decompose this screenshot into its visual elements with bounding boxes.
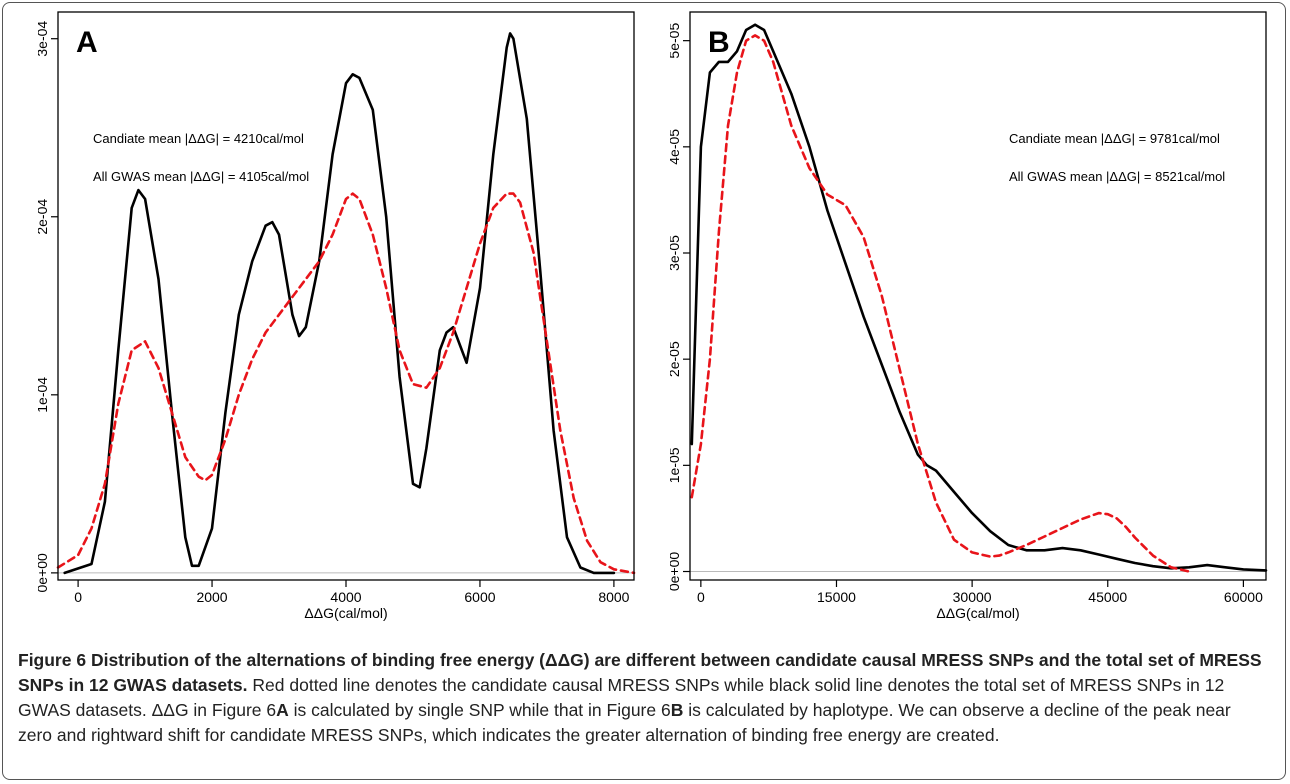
density-line-all-black — [690, 23, 1268, 572]
chart-panel-a: 0 2000 4000 6000 8000 0e+00 1e-04 2e-04 3e-04 ΔΔG… — [38, 11, 636, 621]
x-tick-label: 30000 — [953, 589, 992, 605]
mean-annotation: Candiate mean |ΔΔG| = 4210cal/mol — [93, 131, 304, 146]
x-axis-label: ΔΔG(cal/mol) — [304, 605, 387, 621]
mean-annotation: All GWAS mean |ΔΔG| = 8521cal/mol — [1009, 169, 1225, 184]
x-tick-label: 6000 — [464, 589, 495, 605]
x-tick-label: 60000 — [1224, 589, 1263, 605]
caption-label: Figure 6 — [18, 650, 87, 670]
x-tick-label: 0 — [74, 589, 82, 605]
y-tick-label: 0e+00 — [670, 552, 682, 592]
y-tick-label: 3e-04 — [38, 21, 50, 57]
y-tick-label: 2e-04 — [38, 199, 50, 235]
panel-letter: B — [708, 26, 730, 59]
caption-text-3: is calculated by haplotype. We can obser… — [18, 700, 1231, 745]
y-tick-label: 2e-05 — [670, 341, 682, 377]
density-line-candidate-red — [690, 34, 1191, 573]
figure-caption: Figure 6 Distribution of the alternation… — [18, 648, 1268, 748]
y-tick-label: 3e-05 — [670, 235, 682, 271]
mean-annotation: All GWAS mean |ΔΔG| = 4105cal/mol — [93, 169, 309, 184]
plot-frame — [689, 11, 1267, 581]
y-tick-label: 4e-05 — [670, 129, 682, 165]
caption-text-1: Red dotted line denotes the candidate ca… — [18, 675, 1225, 720]
panel-letter: A — [76, 26, 98, 59]
x-axis-label: ΔΔG(cal/mol) — [936, 605, 1019, 621]
y-tick-label: 0e+00 — [38, 553, 50, 593]
caption-ref-a: A — [276, 700, 289, 720]
x-tick-label: 45000 — [1088, 589, 1127, 605]
x-tick-label: 2000 — [196, 589, 227, 605]
caption-title: Distribution of the alternations of bind… — [18, 650, 1262, 695]
chart-panel-b: 0 15000 30000 45000 60000 0e+00 1e-05 2e-05 3e-0… — [670, 11, 1268, 621]
x-tick-label: 4000 — [330, 589, 361, 605]
caption-text-2: is calculated by single SNP while that i… — [288, 700, 671, 720]
density-line-candidate-red — [56, 192, 636, 575]
plot-frame — [57, 11, 635, 581]
density-line-all-black — [63, 32, 616, 575]
y-tick-label: 1e-04 — [38, 377, 50, 413]
mean-annotation: Candiate mean |ΔΔG| = 9781cal/mol — [1009, 131, 1220, 146]
y-tick-label: 1e-05 — [670, 447, 682, 483]
caption-ref-b: B — [670, 700, 684, 720]
x-tick-label: 8000 — [598, 589, 629, 605]
y-tick-label: 5e-05 — [670, 23, 682, 59]
x-tick-label: 15000 — [817, 589, 856, 605]
x-tick-label: 0 — [697, 589, 705, 605]
